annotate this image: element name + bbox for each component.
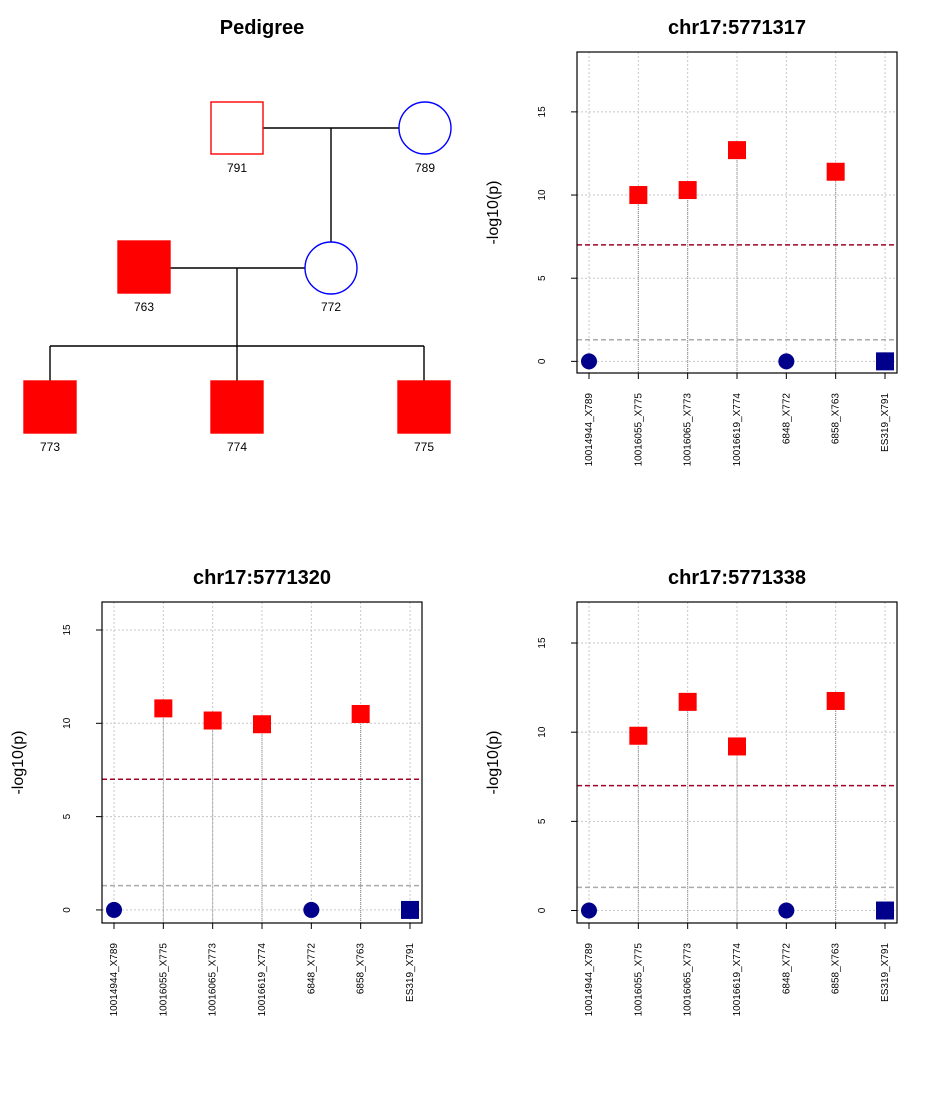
x-tick-label: 10016619_X774 bbox=[732, 943, 743, 1017]
x-tick-label: 10016065_X773 bbox=[683, 393, 694, 467]
x-tick-label: 10014944_X789 bbox=[584, 943, 595, 1017]
individual-789-label: 789 bbox=[415, 161, 435, 175]
x-tick-label: 10014944_X789 bbox=[584, 393, 595, 467]
data-point-10016055_X775 bbox=[629, 186, 648, 205]
individual-789-symbol bbox=[398, 101, 452, 155]
y-tick-label: 10 bbox=[62, 717, 73, 729]
data-point-ES319_X791 bbox=[876, 901, 894, 920]
individual-774-symbol bbox=[210, 380, 264, 434]
x-tick-label: 6848_X772 bbox=[306, 943, 317, 995]
x-tick-label: 6858_X763 bbox=[831, 393, 842, 445]
y-tick-label: 15 bbox=[62, 624, 73, 636]
data-point-10014944_X789 bbox=[581, 902, 597, 919]
y-tick-label: 15 bbox=[537, 637, 548, 649]
y-tick-label: 15 bbox=[537, 106, 548, 118]
data-point-10016055_X775 bbox=[154, 699, 173, 718]
individual-763-label: 763 bbox=[134, 300, 154, 314]
data-point-6858_X763 bbox=[826, 162, 845, 181]
pedigree-panel: Pedigree 791 789 763 772 773 774 775 bbox=[23, 17, 452, 454]
data-point-ES319_X791 bbox=[876, 352, 894, 371]
data-point-10014944_X789 bbox=[106, 901, 122, 918]
chart-panel-chr17-5771317: chr17:5771317 0 5 10 15 -log10(p) 10014944_X78… bbox=[485, 17, 898, 467]
pedigree-lines bbox=[49, 127, 425, 381]
x-tick-label: ES319_X791 bbox=[880, 393, 891, 452]
data-point-10016619_X774 bbox=[728, 141, 746, 160]
y-tick-label: 0 bbox=[537, 358, 548, 364]
data-point-ES319_X791 bbox=[401, 900, 419, 919]
data-point-10016055_X775 bbox=[629, 726, 648, 745]
individual-791-symbol bbox=[210, 101, 264, 155]
data-point-6848_X772 bbox=[778, 902, 795, 919]
data-point-10016065_X773 bbox=[678, 692, 697, 711]
y-tick-label: 5 bbox=[537, 818, 548, 824]
y-tick-label: 5 bbox=[62, 813, 73, 819]
data-point-10016065_X773 bbox=[203, 711, 222, 730]
y-tick-label: 0 bbox=[62, 907, 73, 913]
x-tick-label: ES319_X791 bbox=[880, 943, 891, 1002]
x-tick-label: 10016619_X774 bbox=[732, 393, 743, 467]
x-tick-label: 6858_X763 bbox=[356, 943, 367, 995]
x-tick-label: 6848_X772 bbox=[781, 393, 792, 445]
individual-772-symbol bbox=[304, 241, 358, 295]
data-point-6848_X772 bbox=[303, 901, 320, 918]
individual-775-label: 775 bbox=[414, 440, 434, 454]
y-axis-label: -log10(p) bbox=[485, 180, 502, 244]
chart-panel-chr17-5771338: chr17:5771338 0 5 10 15 -log10(p) 10014944_X78… bbox=[485, 567, 898, 1017]
y-tick-label: 10 bbox=[537, 189, 548, 201]
y-tick-label: 0 bbox=[537, 907, 548, 913]
data-point-6848_X772 bbox=[778, 353, 795, 370]
x-tick-label: 10016065_X773 bbox=[683, 943, 694, 1017]
individual-775-symbol bbox=[397, 380, 451, 434]
individual-773-label: 773 bbox=[40, 440, 60, 454]
individual-763-symbol bbox=[117, 240, 171, 294]
chart-title: chr17:5771320 bbox=[193, 567, 331, 589]
individual-773-symbol bbox=[23, 380, 77, 434]
y-tick-label: 5 bbox=[537, 275, 548, 281]
individual-791-label: 791 bbox=[227, 161, 247, 175]
individual-772-label: 772 bbox=[321, 300, 341, 314]
data-point-10014944_X789 bbox=[581, 353, 597, 370]
y-tick-label: 10 bbox=[537, 726, 548, 738]
data-point-10016065_X773 bbox=[678, 181, 697, 200]
data-point-6858_X763 bbox=[826, 691, 845, 710]
x-tick-label: 10016055_X775 bbox=[633, 393, 644, 467]
y-axis-label: -log10(p) bbox=[485, 730, 502, 794]
individual-774-label: 774 bbox=[227, 440, 247, 454]
x-tick-label: 6848_X772 bbox=[781, 943, 792, 995]
x-tick-label: ES319_X791 bbox=[405, 943, 416, 1002]
chart-title: chr17:5771338 bbox=[668, 567, 806, 589]
x-tick-label: 10016055_X775 bbox=[633, 943, 644, 1017]
data-point-6858_X763 bbox=[351, 704, 370, 723]
x-tick-label: 10016619_X774 bbox=[257, 943, 268, 1017]
chart-panel-chr17-5771320: chr17:5771320 0 5 10 15 -log10(p) 10014944_X78… bbox=[10, 567, 423, 1017]
data-point-10016619_X774 bbox=[728, 737, 746, 756]
x-tick-label: 10014944_X789 bbox=[109, 943, 120, 1017]
data-point-10016619_X774 bbox=[253, 715, 271, 734]
pedigree-title: Pedigree bbox=[220, 17, 304, 39]
x-tick-label: 6858_X763 bbox=[831, 943, 842, 995]
y-axis-label: -log10(p) bbox=[10, 730, 27, 794]
x-tick-label: 10016055_X775 bbox=[158, 943, 169, 1017]
x-tick-label: 10016065_X773 bbox=[208, 943, 219, 1017]
chart-title: chr17:5771317 bbox=[668, 17, 806, 39]
